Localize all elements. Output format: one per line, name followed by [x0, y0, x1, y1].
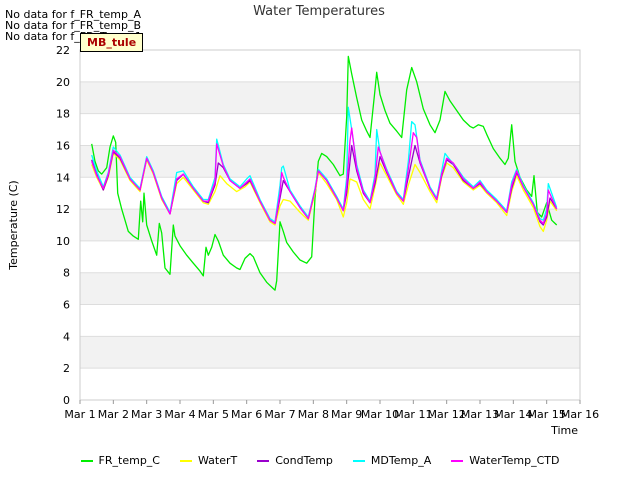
legend-item: CondTemp	[257, 454, 333, 467]
y-tick-label: 10	[56, 235, 70, 248]
grid-band	[80, 50, 580, 82]
x-tick-label: Mar 9	[331, 408, 362, 421]
x-tick-label: Mar 4	[164, 408, 195, 421]
y-tick-label: 6	[63, 299, 70, 312]
y-tick-label: 16	[56, 139, 70, 152]
series-line-watertemp-ctd	[91, 127, 558, 225]
x-tick-label: Mar 6	[231, 408, 262, 421]
y-tick-label: 14	[56, 171, 70, 184]
x-axis-label: Time	[550, 424, 578, 437]
chart-legend: FR_temp_C WaterT CondTemp MDTemp_A Water…	[0, 454, 640, 467]
x-tick-label: Mar 5	[198, 408, 229, 421]
site-badge: MB_tule	[80, 33, 144, 52]
x-axis-ticks: Mar 1 Mar 2 Mar 3 Mar 4 Mar 5 Mar 6 Mar 7 Mar 8…	[64, 400, 599, 421]
series-layer	[91, 55, 558, 291]
x-tick-label: Mar 8	[298, 408, 329, 421]
legend-label: FR_temp_C	[98, 454, 160, 467]
chart-title: Water Temperatures	[253, 4, 385, 19]
y-axis-label: Temperature (C)	[7, 180, 20, 270]
legend-swatch	[451, 459, 464, 462]
y-tick-label: 4	[63, 330, 70, 343]
grid-band	[80, 336, 580, 369]
x-tick-label: Mar 13	[461, 408, 499, 421]
grid-band	[80, 113, 580, 146]
grid-band	[80, 240, 580, 273]
series-line-fr-temp-c	[91, 55, 558, 291]
grid-bands	[80, 50, 580, 400]
legend-item: MDTemp_A	[352, 454, 432, 467]
y-tick-label: 2	[63, 362, 70, 375]
legend-item: FR_temp_C	[80, 454, 160, 467]
legend-label: MDTemp_A	[370, 454, 432, 467]
x-tick-label: Mar 1	[64, 408, 95, 421]
x-tick-label: Mar 3	[131, 408, 162, 421]
legend-swatch	[179, 459, 192, 462]
legend-label: WaterTemp_CTD	[469, 454, 560, 467]
no-data-message: No data for f_FR_temp_B	[5, 19, 142, 32]
grid-band	[80, 81, 580, 114]
x-tick-label: Mar 16	[561, 408, 599, 421]
legend-swatch	[80, 459, 93, 462]
x-tick-label: Mar 10	[361, 408, 399, 421]
y-tick-label: 0	[63, 394, 70, 407]
legend-swatch	[352, 459, 365, 462]
grid-band	[80, 304, 580, 337]
y-axis-ticks: 0 2 4 6 8 10 12 14 16 18 20 22	[56, 44, 70, 407]
grid-band	[80, 209, 580, 241]
y-tick-label: 22	[56, 44, 70, 57]
x-tick-label: Mar 12	[428, 408, 466, 421]
legend-swatch	[257, 459, 270, 462]
legend-label: CondTemp	[275, 454, 333, 467]
no-data-message: No data for f_FR_temp_A	[5, 8, 141, 21]
y-tick-label: 20	[56, 76, 70, 89]
grid-band	[80, 272, 580, 305]
grid-band	[80, 177, 580, 210]
y-tick-label: 18	[56, 108, 70, 121]
x-tick-label: Mar 14	[494, 408, 532, 421]
y-tick-label: 12	[56, 203, 70, 216]
y-tick-label: 8	[63, 267, 70, 280]
legend-item: WaterTemp_CTD	[451, 454, 559, 467]
x-tick-label: Mar 2	[98, 408, 129, 421]
legend-label: WaterT	[197, 454, 238, 467]
plot-frame	[79, 49, 581, 401]
x-tick-label: Mar 15	[528, 408, 566, 421]
x-tick-label: Mar 7	[264, 408, 295, 421]
grid-band	[80, 368, 580, 400]
x-tick-label: Mar 11	[394, 408, 432, 421]
legend-item: WaterT	[179, 454, 238, 467]
